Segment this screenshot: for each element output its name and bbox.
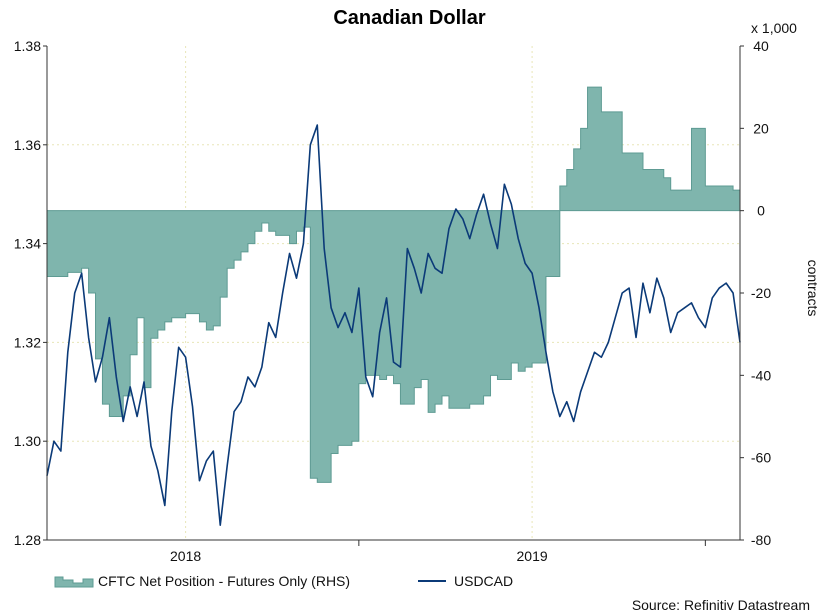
right-tick-label: -80 bbox=[751, 532, 771, 548]
axes-layer: 1.28 1.30 1.32 1.34 1.36 1.38 -80 -60 -40 -20 0 20 4… bbox=[14, 38, 772, 564]
legend-swatch-cftc bbox=[54, 576, 94, 588]
cftc-area-path bbox=[46, 86, 741, 483]
source-label: Source: Refinitiv Datastream bbox=[632, 597, 810, 613]
left-tick-label: 1.30 bbox=[14, 433, 41, 449]
right-axis-multiplier-label: x 1,000 bbox=[751, 20, 797, 36]
usdcad-line bbox=[46, 124, 741, 526]
x-tick-label: 2019 bbox=[517, 548, 548, 564]
left-tick-label: 1.36 bbox=[14, 137, 41, 153]
right-tick-label: 20 bbox=[753, 120, 769, 136]
right-axis-label: contracts bbox=[805, 260, 817, 317]
legend-label-cftc: CFTC Net Position - Futures Only (RHS) bbox=[98, 573, 350, 589]
right-tick-label: 0 bbox=[757, 203, 765, 219]
legend: CFTC Net Position - Futures Only (RHS) US… bbox=[54, 573, 513, 589]
right-tick-label: 40 bbox=[753, 38, 769, 54]
right-tick-label: -20 bbox=[751, 285, 771, 301]
right-tick-label: -60 bbox=[751, 450, 771, 466]
cftc-net-position-area bbox=[46, 86, 741, 483]
left-tick-label: 1.28 bbox=[14, 532, 41, 548]
legend-label-usdcad: USDCAD bbox=[454, 573, 513, 589]
x-tick-label: 2018 bbox=[170, 548, 201, 564]
usdcad-polyline bbox=[46, 124, 741, 526]
chart-title: Canadian Dollar bbox=[333, 7, 485, 29]
right-tick-label: -40 bbox=[751, 367, 771, 383]
left-tick-label: 1.34 bbox=[14, 236, 41, 252]
left-tick-label: 1.32 bbox=[14, 334, 41, 350]
left-tick-label: 1.38 bbox=[14, 38, 41, 54]
